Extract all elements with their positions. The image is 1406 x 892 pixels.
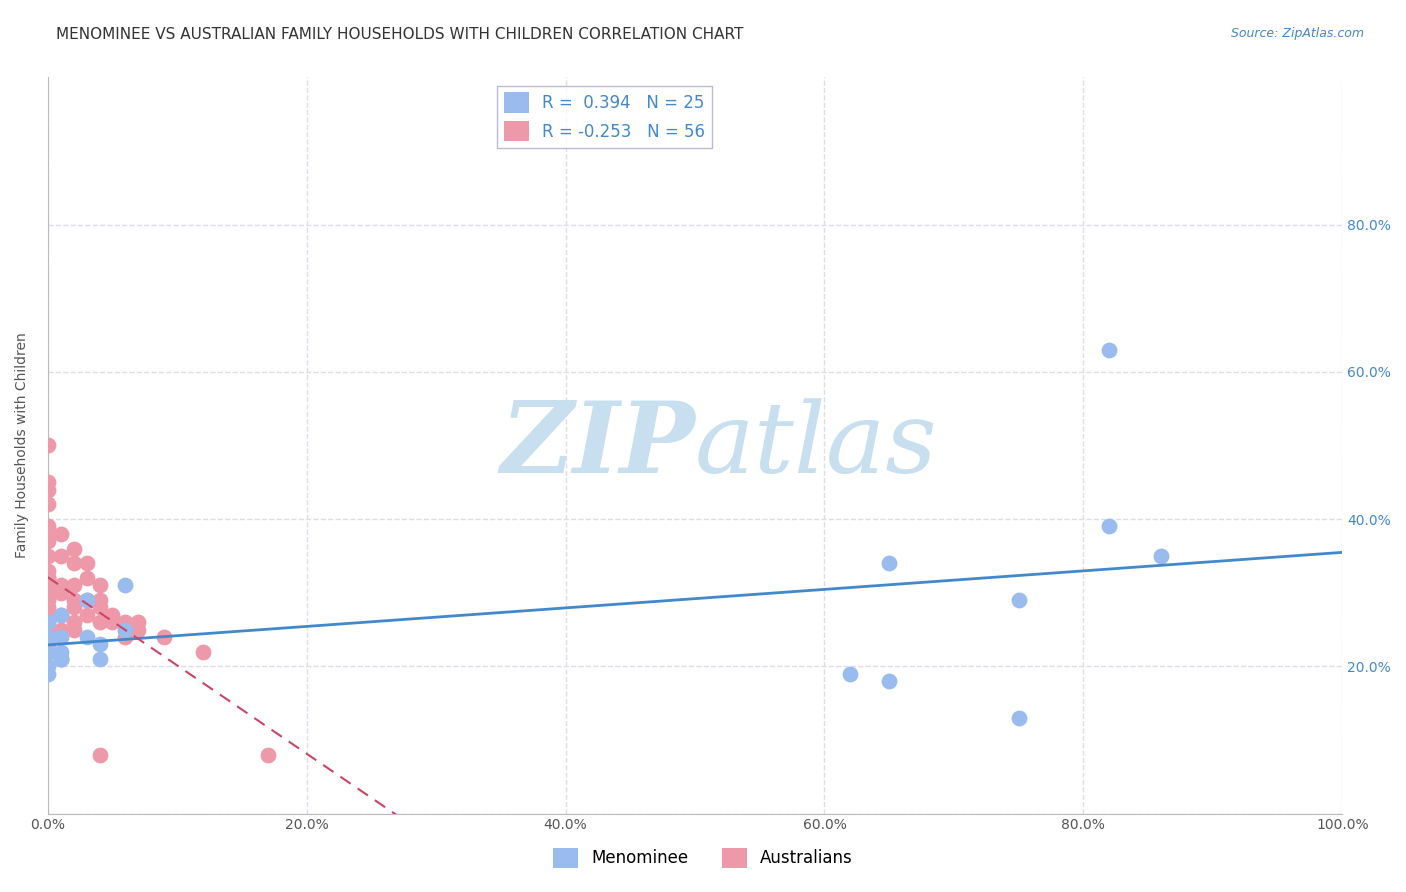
Point (37, 637, 59, 651)
Point (1007, 711, 1029, 725)
Point (37, 659, 59, 673)
Point (76, 571, 98, 585)
Text: atlas: atlas (695, 398, 938, 493)
Point (37, 615, 59, 629)
Point (37, 564, 59, 578)
Point (877, 556, 900, 570)
Point (191, 644, 214, 658)
Point (62, 623, 84, 637)
Point (101, 607, 124, 622)
Point (49, 630, 72, 644)
Text: Source: ZipAtlas.com: Source: ZipAtlas.com (1230, 27, 1364, 40)
Point (62, 615, 84, 629)
Point (62, 541, 84, 556)
Point (89, 600, 111, 615)
Point (1098, 343, 1121, 357)
Point (76, 630, 98, 644)
Point (49, 578, 72, 592)
Point (37, 623, 59, 637)
Point (89, 593, 111, 607)
Point (89, 615, 111, 629)
Point (49, 652, 72, 666)
Point (114, 578, 136, 592)
Point (37, 549, 59, 563)
Point (37, 438, 59, 452)
Point (37, 497, 59, 511)
Point (62, 600, 84, 615)
Point (37, 630, 59, 644)
Point (153, 630, 176, 644)
Point (37, 483, 59, 497)
Text: MENOMINEE VS AUSTRALIAN FAMILY HOUSEHOLDS WITH CHILDREN CORRELATION CHART: MENOMINEE VS AUSTRALIAN FAMILY HOUSEHOLD… (56, 27, 744, 42)
Point (37, 578, 59, 592)
Point (37, 666, 59, 681)
Point (62, 578, 84, 592)
Point (49, 652, 72, 666)
Point (37, 644, 59, 658)
Point (49, 526, 72, 541)
Point (76, 607, 98, 622)
Point (49, 607, 72, 622)
Point (37, 630, 59, 644)
Point (89, 652, 111, 666)
Point (37, 607, 59, 622)
Y-axis label: Family Households with Children: Family Households with Children (15, 333, 30, 558)
Text: ZIP: ZIP (501, 397, 695, 494)
Point (37, 600, 59, 615)
Point (101, 615, 124, 629)
Point (37, 585, 59, 599)
Point (37, 578, 59, 592)
Point (89, 747, 111, 762)
Point (76, 556, 98, 570)
Point (49, 644, 72, 658)
Point (877, 673, 900, 688)
Point (49, 652, 72, 666)
Point (49, 607, 72, 622)
Point (37, 571, 59, 585)
Point (1150, 549, 1173, 563)
Point (37, 644, 59, 658)
Point (114, 630, 136, 644)
Point (89, 637, 111, 651)
Point (37, 615, 59, 629)
Point (37, 585, 59, 599)
Legend: R =  0.394   N = 25, R = -0.253   N = 56: R = 0.394 N = 25, R = -0.253 N = 56 (498, 86, 711, 148)
Point (49, 623, 72, 637)
Point (37, 593, 59, 607)
Point (37, 623, 59, 637)
Point (256, 747, 278, 762)
Point (37, 475, 59, 490)
Point (49, 585, 72, 599)
Point (37, 571, 59, 585)
Point (37, 526, 59, 541)
Point (127, 615, 149, 629)
Point (839, 666, 862, 681)
Point (114, 615, 136, 629)
Point (62, 556, 84, 570)
Legend: Menominee, Australians: Menominee, Australians (547, 841, 859, 875)
Point (62, 593, 84, 607)
Point (1007, 593, 1029, 607)
Point (76, 593, 98, 607)
Point (76, 593, 98, 607)
Point (37, 644, 59, 658)
Point (37, 534, 59, 549)
Point (49, 549, 72, 563)
Point (114, 623, 136, 637)
Point (127, 623, 149, 637)
Point (1098, 519, 1121, 533)
Point (37, 519, 59, 533)
Point (89, 578, 111, 592)
